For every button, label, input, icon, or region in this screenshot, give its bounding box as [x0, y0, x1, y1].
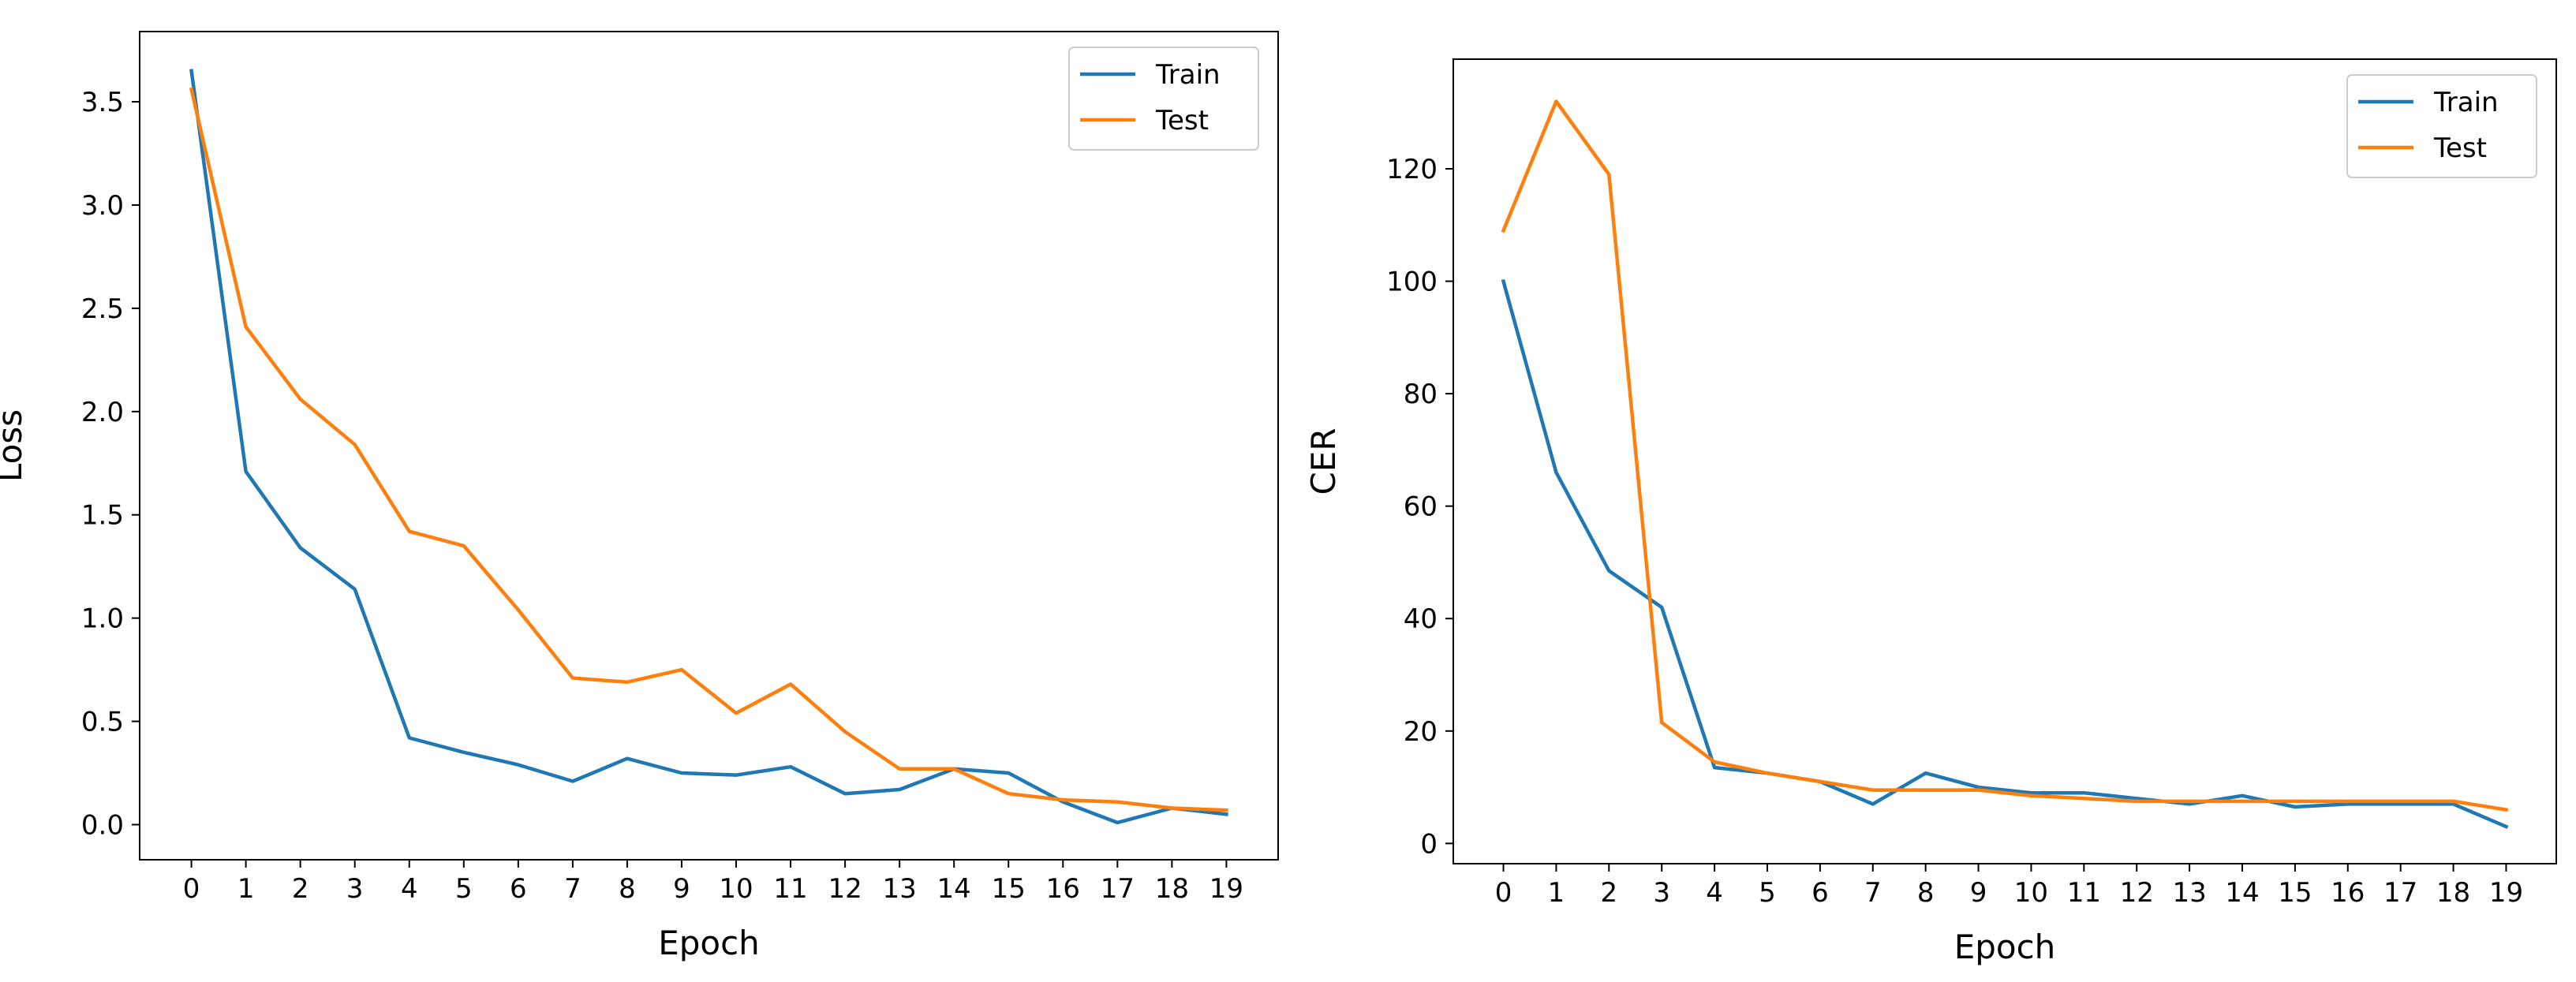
axes-frame — [139, 31, 1279, 861]
y-tick-label: 20 — [1404, 716, 1438, 748]
x-tick-label: 5 — [455, 873, 473, 905]
x-tick-label: 12 — [828, 873, 862, 905]
x-tick-label: 5 — [1759, 877, 1776, 909]
y-tick-label: 100 — [1386, 267, 1438, 298]
legend-label-test: Test — [1155, 105, 1209, 136]
y-tick-label: 2.0 — [81, 397, 124, 428]
x-tick-label: 18 — [1155, 873, 1189, 905]
series-line-test — [189, 87, 1228, 812]
x-tick-label: 3 — [1653, 877, 1670, 909]
x-tick-label: 7 — [564, 873, 581, 905]
legend-label-train: Train — [1155, 59, 1221, 91]
y-tick-label: 1.5 — [81, 500, 124, 532]
legend: Train Test — [2346, 74, 2537, 178]
x-tick-label: 4 — [1706, 877, 1723, 909]
x-tick-label: 11 — [2067, 877, 2101, 909]
x-tick-label: 6 — [510, 873, 527, 905]
x-tick-label: 7 — [1864, 877, 1882, 909]
x-tick-label: 15 — [2278, 877, 2312, 909]
y-tick-label: 0.5 — [81, 707, 124, 738]
x-tick-label: 15 — [992, 873, 1026, 905]
legend-label-test: Test — [2433, 133, 2487, 164]
series-line-test — [1501, 99, 2509, 812]
cer-chart: 0 1 2 3 4 5 6 7 8 9 10 11 12 13 14 15 16 17 18 190204060801… — [1304, 58, 2557, 966]
x-tick-label: 3 — [346, 873, 364, 905]
x-tick-label: 8 — [619, 873, 636, 905]
y-tick-label: 40 — [1404, 603, 1438, 635]
axes-frame — [1453, 58, 2557, 864]
y-axis-label: Loss — [0, 409, 29, 482]
x-tick-label: 13 — [883, 873, 917, 905]
x-tick-label: 14 — [2225, 877, 2259, 909]
x-tick-label: 9 — [673, 873, 690, 905]
x-tick-label: 17 — [1101, 873, 1135, 905]
x-tick-label: 4 — [401, 873, 418, 905]
x-tick-label: 1 — [1548, 877, 1565, 909]
x-tick-label: 0 — [1495, 877, 1512, 909]
x-tick-label: 18 — [2436, 877, 2470, 909]
y-tick-label: 80 — [1404, 379, 1438, 410]
series-line-train — [1501, 278, 2509, 829]
x-axis-label: Epoch — [1954, 928, 2056, 966]
x-tick-label: 9 — [1970, 877, 1987, 909]
x-tick-label: 17 — [2383, 877, 2417, 909]
x-tick-label: 16 — [1046, 873, 1080, 905]
x-tick-label: 19 — [1209, 873, 1243, 905]
x-tick-label: 11 — [773, 873, 807, 905]
x-tick-label: 0 — [183, 873, 200, 905]
x-tick-label: 8 — [1917, 877, 1935, 909]
x-tick-label: 14 — [937, 873, 971, 905]
legend-label-train: Train — [2433, 87, 2499, 118]
y-tick-label: 3.5 — [81, 87, 124, 118]
x-axis-label: Epoch — [658, 924, 760, 962]
x-tick-label: 12 — [2120, 877, 2154, 909]
x-tick-label: 19 — [2489, 877, 2523, 909]
y-tick-label: 120 — [1386, 154, 1438, 185]
y-tick-label: 60 — [1404, 491, 1438, 523]
y-tick-label: 3.0 — [81, 190, 124, 222]
x-tick-label: 10 — [719, 873, 753, 905]
x-tick-label: 13 — [2172, 877, 2206, 909]
legend: Train Test — [1068, 47, 1259, 151]
series-line-train — [189, 69, 1228, 825]
x-tick-label: 10 — [2014, 877, 2048, 909]
x-tick-label: 6 — [1811, 877, 1829, 909]
y-tick-label: 0 — [1420, 828, 1438, 860]
x-tick-label: 2 — [292, 873, 309, 905]
y-tick-label: 2.5 — [81, 293, 124, 325]
loss-chart: 0 1 2 3 4 5 6 7 8 9 10 11 12 13 14 15 16 17 18 190.00.51.01… — [0, 31, 1279, 962]
x-tick-label: 2 — [1601, 877, 1618, 909]
y-axis-label: CER — [1304, 428, 1343, 495]
x-tick-label: 16 — [2331, 877, 2365, 909]
x-tick-label: 1 — [237, 873, 255, 905]
y-tick-label: 1.0 — [81, 603, 124, 635]
y-tick-label: 0.0 — [81, 809, 124, 841]
